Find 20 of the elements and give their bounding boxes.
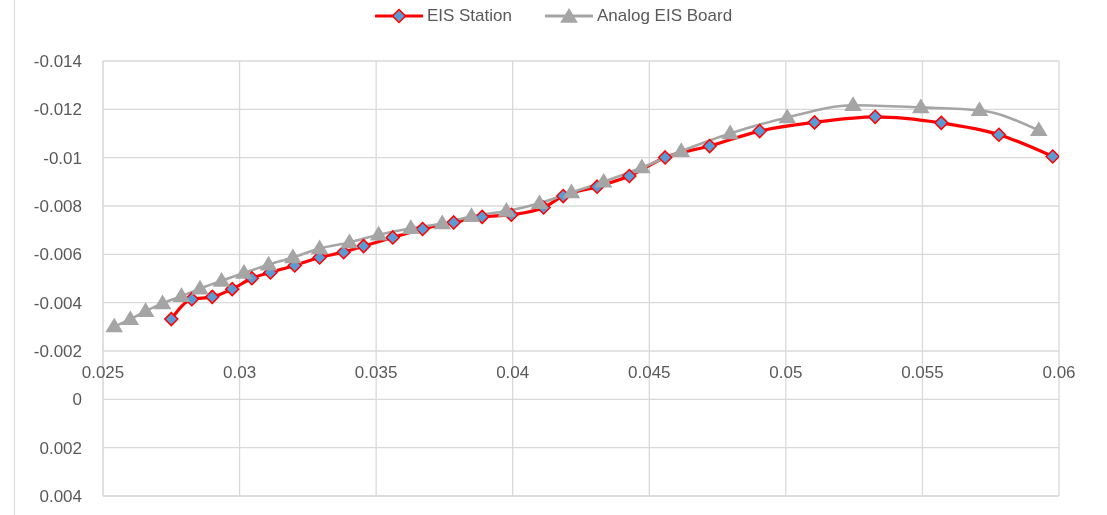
x-tick-label: 0.05 (769, 362, 803, 382)
x-tick-label: 0.055 (901, 362, 944, 382)
legend-label: Analog EIS Board (596, 6, 733, 26)
x-tick-label: 0.06 (1042, 362, 1076, 382)
y-tick-label: 0 (72, 390, 82, 410)
x-tick-label: 0.025 (81, 362, 125, 382)
y-tick-label: -0.006 (33, 245, 82, 265)
y-tick-label: -0.012 (33, 100, 82, 120)
y-tick-label: 0.002 (39, 438, 82, 458)
y-tick-label: -0.008 (33, 197, 82, 217)
y-tick-label: -0.014 (33, 52, 82, 72)
y-tick-label: -0.004 (33, 293, 82, 313)
y-tick-label: -0.002 (33, 342, 82, 362)
x-tick-label: 0.035 (354, 362, 398, 382)
x-tick-label: 0.045 (628, 362, 671, 382)
x-tick-label: 0.04 (496, 362, 530, 382)
legend-label: EIS Station (426, 6, 512, 26)
x-tick-label: 0.03 (223, 362, 257, 382)
y-tick-label: 0.004 (39, 487, 82, 507)
y-tick-label: -0.01 (43, 148, 82, 168)
